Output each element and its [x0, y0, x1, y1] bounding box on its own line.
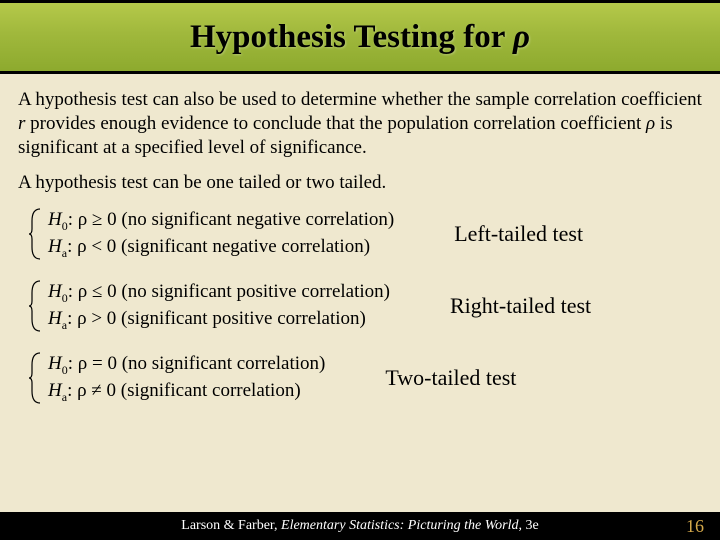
- left-label: Left-tailed test: [394, 221, 702, 247]
- footer-edition: , 3e: [518, 518, 538, 533]
- slide-footer: Larson & Farber, Elementary Statistics: …: [0, 512, 720, 540]
- left-ha: Ha: ρ < 0 (significant negative correlat…: [48, 234, 394, 261]
- right-h0: H0: ρ ≤ 0 (no significant positive corre…: [48, 279, 390, 306]
- right-label: Right-tailed test: [390, 293, 702, 319]
- title-rho: ρ: [513, 19, 530, 55]
- slide-title: Hypothesis Testing for ρ: [190, 19, 530, 56]
- p1-rho: ρ: [646, 113, 655, 134]
- two-label: Two-tailed test: [325, 365, 702, 391]
- right-ha: Ha: ρ > 0 (significant positive correlat…: [48, 306, 390, 333]
- content-area: A hypothesis test can also be used to de…: [0, 74, 720, 405]
- left-tailed-block: H0: ρ ≥ 0 (no significant negative corre…: [18, 207, 702, 261]
- paragraph-1: A hypothesis test can also be used to de…: [18, 88, 702, 159]
- page-number: 16: [686, 516, 704, 537]
- left-h0: H0: ρ ≥ 0 (no significant negative corre…: [48, 207, 394, 234]
- two-hypotheses: H0: ρ = 0 (no significant correlation) H…: [42, 351, 325, 405]
- p1-part-a: A hypothesis test can also be used to de…: [18, 89, 702, 110]
- footer-authors: Larson & Farber,: [181, 518, 281, 533]
- brace-icon: [28, 207, 42, 261]
- two-ha: Ha: ρ ≠ 0 (significant correlation): [48, 378, 325, 405]
- slide-header: Hypothesis Testing for ρ: [0, 0, 720, 74]
- title-prefix: Hypothesis Testing for: [190, 19, 513, 55]
- right-hypotheses: H0: ρ ≤ 0 (no significant positive corre…: [42, 279, 390, 333]
- p1-part-b: provides enough evidence to conclude tha…: [25, 113, 646, 134]
- right-tailed-block: H0: ρ ≤ 0 (no significant positive corre…: [18, 279, 702, 333]
- two-h0: H0: ρ = 0 (no significant correlation): [48, 351, 325, 378]
- paragraph-2: A hypothesis test can be one tailed or t…: [18, 171, 702, 195]
- footer-citation: Larson & Farber, Elementary Statistics: …: [0, 518, 720, 534]
- tests-container: H0: ρ ≥ 0 (no significant negative corre…: [18, 207, 702, 405]
- brace-icon: [28, 351, 42, 405]
- two-tailed-block: H0: ρ = 0 (no significant correlation) H…: [18, 351, 702, 405]
- left-hypotheses: H0: ρ ≥ 0 (no significant negative corre…: [42, 207, 394, 261]
- brace-icon: [28, 279, 42, 333]
- footer-book: Elementary Statistics: Picturing the Wor…: [281, 518, 518, 533]
